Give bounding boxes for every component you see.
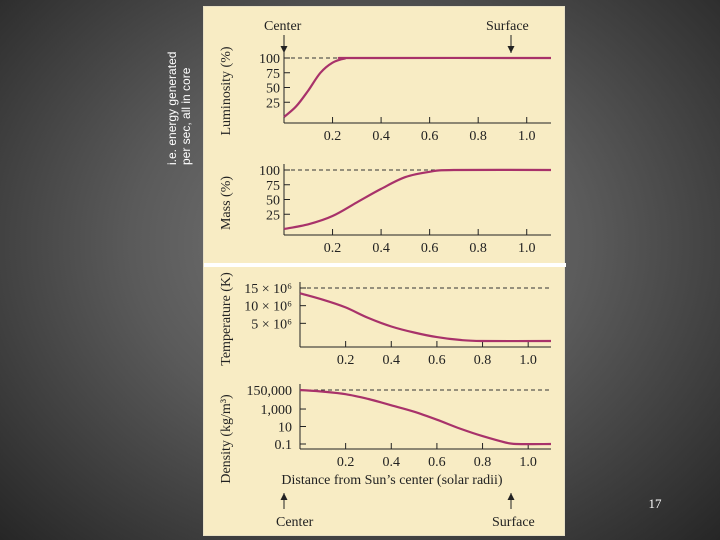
density-y-tick-label: 150,000 <box>247 384 293 399</box>
temperature-x-tick-label: 0.8 <box>474 353 492 368</box>
x-axis-label: Distance from Sun’s center (solar radii) <box>281 473 503 488</box>
top-surface-arrow-icon <box>507 35 515 53</box>
temperature-x-tick-label: 1.0 <box>519 353 537 368</box>
mass-x-tick-label: 0.4 <box>372 241 390 256</box>
side-note-line-1: i.e. energy generated <box>165 51 179 165</box>
mass-y-tick-label: 100 <box>259 164 280 179</box>
temperature-y-tick-label: 10 × 10⁶ <box>244 300 292 315</box>
top-surface-marker-label: Surface <box>486 19 529 34</box>
side-note: i.e. energy generated per sec, all in co… <box>165 30 193 170</box>
luminosity-x-tick-label: 0.2 <box>324 129 342 144</box>
mass-y-tick-label: 50 <box>266 194 280 209</box>
mass-x-tick-label: 0.2 <box>324 241 342 256</box>
luminosity-y-axis-label: Luminosity (%) <box>219 46 234 135</box>
density-x-tick-label: 0.4 <box>383 455 401 470</box>
mass-x-tick-label: 1.0 <box>518 241 536 256</box>
luminosity-x-tick-label: 0.4 <box>372 129 390 144</box>
mass-y-tick-label: 25 <box>266 208 280 223</box>
density-panel: 0.2 0.4 0.6 0.8 1.0 150,000 1,000 10 0.1 Density … <box>219 384 552 484</box>
temperature-y-tick-label: 15 × 10⁶ <box>244 282 292 297</box>
solar-interior-figure: 0.2 0.4 0.6 0.8 1.0 100 75 50 25 Luminosity (%) 0.… <box>203 6 566 536</box>
mass-curve <box>283 168 552 231</box>
density-x-tick-label: 0.6 <box>428 455 446 470</box>
bottom-surface-marker-label: Surface <box>492 515 535 530</box>
temperature-x-tick-label: 0.4 <box>383 353 401 368</box>
temperature-y-axis-label: Temperature (K) <box>219 272 234 366</box>
luminosity-x-tick-label: 0.8 <box>469 129 487 144</box>
temperature-y-tick-label: 5 × 10⁶ <box>251 317 292 332</box>
density-curve <box>299 388 552 446</box>
density-y-tick-label: 0.1 <box>275 438 293 453</box>
density-x-tick-label: 0.2 <box>337 455 355 470</box>
luminosity-x-tick-label: 0.6 <box>421 129 439 144</box>
luminosity-y-tick-label: 25 <box>266 96 280 111</box>
mass-x-tick-label: 0.6 <box>421 241 439 256</box>
side-note-line-2: per sec, all in core <box>179 67 193 165</box>
panel-group-divider <box>204 263 566 267</box>
density-x-tick-label: 1.0 <box>519 455 537 470</box>
top-center-arrow-icon <box>280 35 288 53</box>
top-center-marker-label: Center <box>264 19 302 34</box>
density-x-tick-label: 0.8 <box>474 455 492 470</box>
mass-x-tick-label: 0.8 <box>469 241 487 256</box>
mass-y-tick-label: 75 <box>266 179 280 194</box>
bottom-center-arrow-icon <box>280 493 288 509</box>
slide-number: 17 <box>648 496 662 511</box>
luminosity-y-tick-label: 50 <box>266 82 280 97</box>
luminosity-y-tick-label: 100 <box>259 52 280 67</box>
temperature-curve <box>299 292 552 343</box>
luminosity-y-tick-label: 75 <box>266 67 280 82</box>
mass-y-axis-label: Mass (%) <box>219 176 234 230</box>
density-y-tick-label: 10 <box>278 421 292 436</box>
luminosity-curve <box>283 56 552 118</box>
temperature-x-tick-label: 0.2 <box>337 353 355 368</box>
temperature-x-tick-label: 0.6 <box>428 353 446 368</box>
bottom-center-marker-label: Center <box>276 515 314 530</box>
temperature-panel: 0.2 0.4 0.6 0.8 1.0 15 × 10⁶ 10 × 10⁶ 5 × 10⁶ Te… <box>219 272 552 368</box>
bottom-surface-arrow-icon <box>507 493 515 509</box>
density-y-tick-label: 1,000 <box>261 403 293 418</box>
density-y-axis-label: Density (kg/m³) <box>219 394 234 484</box>
luminosity-x-tick-label: 1.0 <box>518 129 536 144</box>
